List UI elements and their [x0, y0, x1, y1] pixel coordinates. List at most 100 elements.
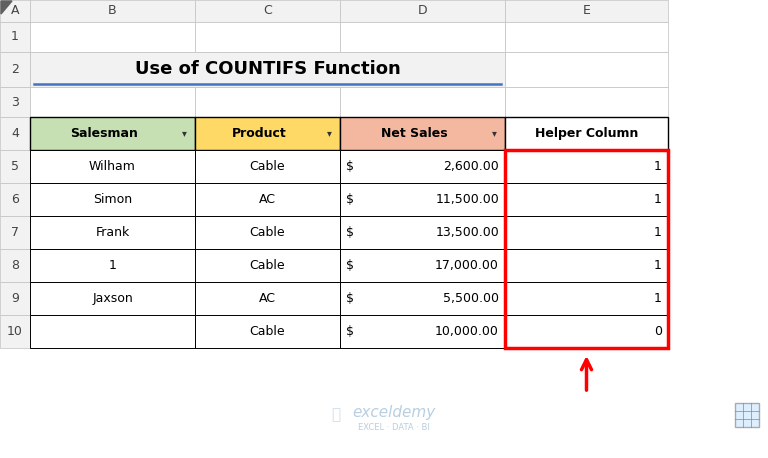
Text: 8: 8 [11, 259, 19, 272]
Text: Cable: Cable [250, 226, 286, 239]
Bar [505, 52, 668, 87]
Bar [505, 0, 668, 22]
Text: ▾: ▾ [326, 129, 332, 138]
Bar [505, 249, 668, 282]
Bar [30, 0, 195, 22]
Bar [0, 0, 30, 22]
Text: 1: 1 [11, 31, 19, 44]
Text: 0: 0 [654, 325, 662, 338]
Bar [195, 282, 340, 315]
Bar [340, 249, 505, 282]
Text: Jaxson: Jaxson [92, 292, 133, 305]
Text: Simon: Simon [93, 193, 132, 206]
Text: EXCEL · DATA · BI: EXCEL · DATA · BI [358, 422, 430, 431]
Text: Salesman: Salesman [71, 127, 138, 140]
Bar [30, 315, 195, 348]
Bar [340, 216, 505, 249]
Bar [195, 249, 340, 282]
Bar [340, 117, 505, 150]
Text: 4: 4 [11, 127, 19, 140]
Text: ▾: ▾ [181, 129, 187, 138]
Bar [340, 150, 505, 183]
Text: Product: Product [232, 127, 287, 140]
Text: 13,500.00: 13,500.00 [435, 226, 499, 239]
Bar [505, 150, 668, 348]
Text: 5,500.00: 5,500.00 [443, 292, 499, 305]
Text: Frank: Frank [95, 226, 130, 239]
Bar [340, 282, 505, 315]
Text: Net Sales: Net Sales [381, 127, 448, 140]
Bar [195, 315, 340, 348]
Text: 6: 6 [11, 193, 19, 206]
Text: $: $ [346, 226, 354, 239]
Text: 11,500.00: 11,500.00 [435, 193, 499, 206]
Bar [505, 282, 668, 315]
Bar [195, 22, 340, 52]
Text: $: $ [346, 292, 354, 305]
Text: 1: 1 [654, 259, 662, 272]
Text: C: C [263, 5, 272, 17]
Text: Cable: Cable [250, 259, 286, 272]
Bar [735, 403, 759, 427]
Text: 1: 1 [654, 292, 662, 305]
Text: AC: AC [259, 193, 276, 206]
Text: Helper Column: Helper Column [535, 127, 638, 140]
Text: 5: 5 [11, 160, 19, 173]
Bar [30, 150, 195, 183]
Text: 9: 9 [11, 292, 19, 305]
Bar [505, 87, 668, 117]
Bar [195, 87, 340, 117]
Text: 7: 7 [11, 226, 19, 239]
Bar [0, 315, 30, 348]
Bar [30, 117, 195, 150]
Bar [505, 183, 668, 216]
Bar [30, 183, 195, 216]
Text: 1: 1 [654, 160, 662, 173]
Bar [505, 216, 668, 249]
Bar [340, 183, 505, 216]
Text: E: E [583, 5, 591, 17]
Bar [0, 249, 30, 282]
Text: D: D [418, 5, 427, 17]
Text: $: $ [346, 259, 354, 272]
Text: Wilham: Wilham [89, 160, 136, 173]
Text: 1: 1 [108, 259, 117, 272]
Bar [0, 22, 30, 52]
Bar [0, 87, 30, 117]
Text: 1: 1 [654, 226, 662, 239]
Text: AC: AC [259, 292, 276, 305]
Polygon shape [1, 1, 12, 14]
Bar [505, 22, 668, 52]
Bar [195, 117, 340, 150]
Text: 🏠: 🏠 [332, 408, 340, 422]
Bar [340, 22, 505, 52]
Bar [0, 216, 30, 249]
Text: $: $ [346, 160, 354, 173]
Text: 1: 1 [654, 193, 662, 206]
Bar [195, 0, 340, 22]
Text: exceldemy: exceldemy [353, 404, 435, 420]
Bar [0, 117, 30, 150]
Bar [505, 117, 668, 150]
Text: 10: 10 [7, 325, 23, 338]
Bar [30, 216, 195, 249]
Bar [30, 52, 505, 87]
Text: 2,600.00: 2,600.00 [443, 160, 499, 173]
Bar [30, 22, 195, 52]
Bar [340, 315, 505, 348]
Text: Cable: Cable [250, 160, 286, 173]
Text: B: B [108, 5, 117, 17]
Bar [30, 249, 195, 282]
Bar [0, 183, 30, 216]
Text: 3: 3 [11, 96, 19, 109]
Bar [340, 87, 505, 117]
Bar [340, 0, 505, 22]
Bar [195, 183, 340, 216]
Bar [505, 315, 668, 348]
Text: A: A [11, 5, 19, 17]
Bar [0, 52, 30, 87]
Bar [30, 282, 195, 315]
Text: Use of COUNTIFS Function: Use of COUNTIFS Function [134, 60, 400, 78]
Bar [195, 216, 340, 249]
Bar [195, 150, 340, 183]
